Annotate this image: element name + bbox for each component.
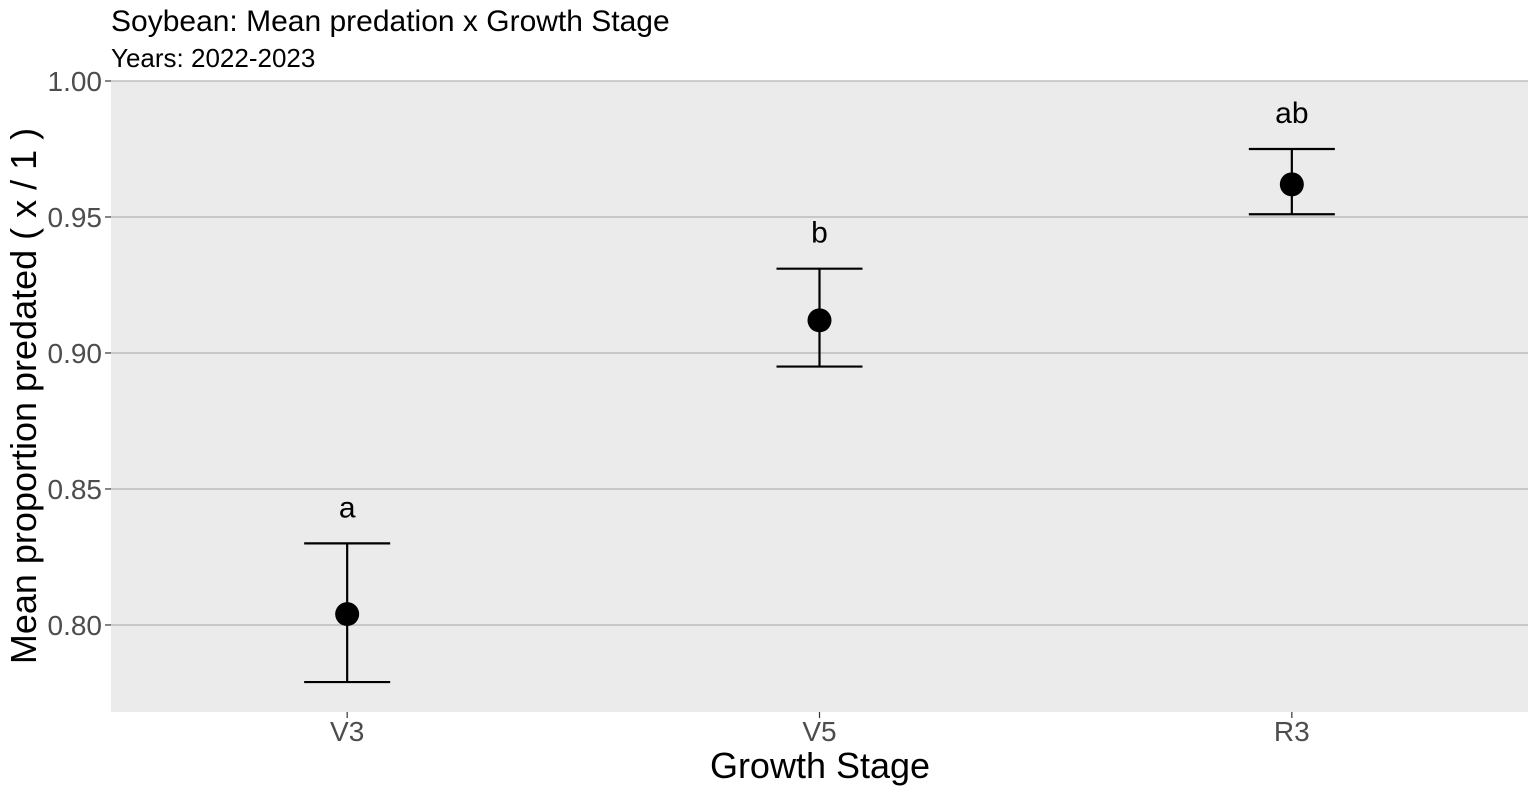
plot-panel (111, 81, 1528, 712)
mean-point (1279, 172, 1304, 197)
mean-point (335, 602, 360, 627)
y-tick-label: 1.00 (48, 66, 103, 97)
significance-letter: a (339, 491, 356, 524)
mean-point (807, 308, 832, 333)
chart-subtitle: Years: 2022-2023 (111, 43, 315, 73)
x-tick-label: V5 (802, 716, 836, 747)
significance-letter: b (811, 217, 828, 250)
x-tick-label: R3 (1274, 716, 1310, 747)
chart-title: Soybean: Mean predation x Growth Stage (111, 5, 670, 38)
y-tick-label: 0.90 (48, 338, 103, 369)
y-tick-label: 0.95 (48, 202, 103, 233)
y-tick-label: 0.85 (48, 474, 103, 505)
x-axis-title: Growth Stage (710, 745, 930, 786)
x-tick-label: V3 (330, 716, 364, 747)
y-axis-title: Mean proportion predated ( x / 1 ) (3, 128, 44, 664)
significance-letter: ab (1275, 97, 1308, 130)
y-tick-label: 0.80 (48, 610, 103, 641)
y-axis: 0.80 0.85 0.90 0.95 1.00 (48, 66, 111, 641)
x-axis: V3 V5 R3 (330, 712, 1310, 747)
